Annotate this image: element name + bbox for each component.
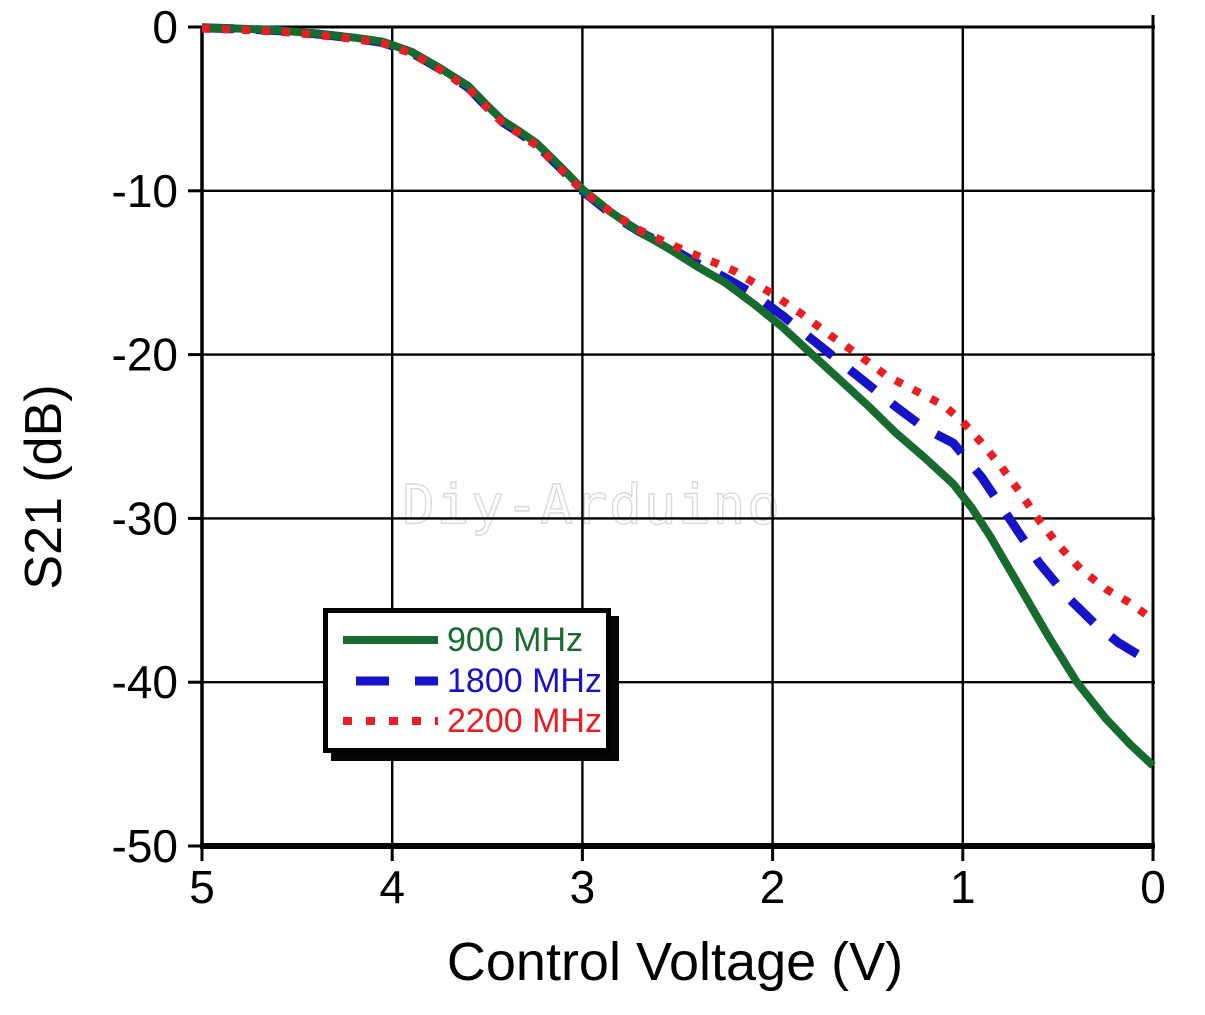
legend-solid-line-sample (343, 635, 438, 644)
y-axis-title: S21 (dB) (15, 384, 73, 590)
y-tick-label--20: -20 (112, 329, 178, 381)
legend-entry-900mhz: 900 MHz (340, 623, 598, 657)
watermark-text: Diy-Arduino (401, 473, 782, 537)
x-tick-label-1: 1 (950, 861, 976, 913)
x-axis-title: Control Voltage (V) (446, 932, 904, 992)
x-tick-label-5: 5 (189, 861, 215, 913)
x-tick-label-3: 3 (570, 861, 596, 913)
x-tick-label-4: 4 (379, 861, 405, 913)
x-tick-label-2: 2 (760, 861, 786, 913)
x-tick-label-0: 0 (1140, 861, 1166, 913)
y-tick-label-0: 0 (152, 1, 178, 53)
y-tick-label--30: -30 (112, 492, 178, 544)
legend-entry-1800mhz: 1800 MHz (340, 664, 602, 698)
legend-label-2200mhz: 2200 MHz (447, 702, 602, 741)
legend-dotted-line-sample (343, 717, 438, 726)
legend-box: 900 MHz 1800 MHz 2200 MHz (323, 608, 611, 753)
y-tick-label--40: -40 (112, 656, 178, 708)
legend-dashed-line-sample (356, 676, 438, 685)
series-line-2200-mhz (201, 24, 1152, 620)
legend-entry-2200mhz: 2200 MHz (340, 704, 602, 738)
series-line-1800-mhz (201, 23, 1141, 659)
legend-label-1800mhz: 1800 MHz (447, 661, 602, 700)
y-tick-label--50: -50 (112, 820, 178, 872)
y-tick-label--10: -10 (112, 165, 178, 217)
legend-label-900mhz: 900 MHz (447, 620, 584, 659)
